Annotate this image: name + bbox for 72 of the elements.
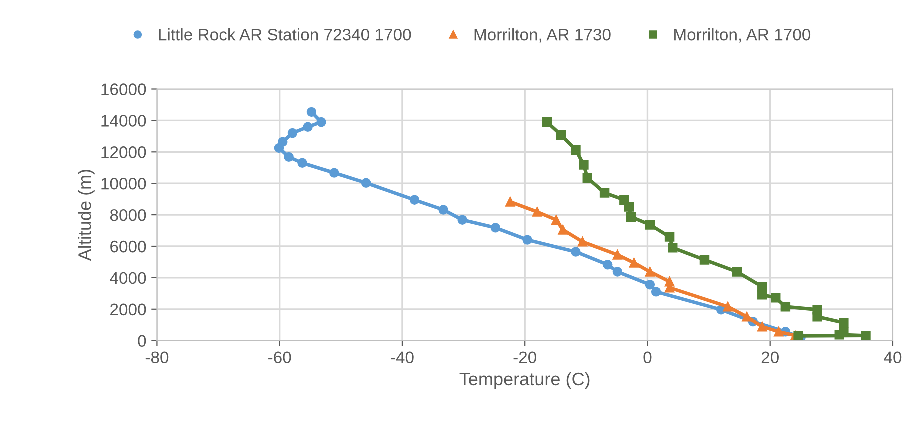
point: [645, 267, 656, 277]
point: [732, 267, 742, 277]
point: [664, 277, 675, 287]
point: [552, 215, 562, 225]
point: [298, 158, 308, 168]
point: [522, 235, 532, 245]
point: [284, 152, 294, 162]
x-tick-label: -20: [514, 352, 536, 364]
y-tick-label: 12000: [102, 146, 146, 158]
point: [532, 207, 542, 217]
x-tick-label: 20: [762, 352, 779, 364]
point: [582, 173, 592, 183]
point: [556, 130, 566, 140]
point: [612, 267, 623, 277]
point: [600, 188, 610, 198]
point: [278, 137, 288, 147]
point: [571, 145, 581, 155]
point: [361, 178, 372, 188]
y-tick-label: 6000: [110, 240, 146, 253]
point: [506, 197, 516, 207]
point: [645, 220, 656, 230]
point: [629, 258, 640, 268]
point: [771, 293, 781, 303]
point: [620, 195, 630, 205]
point: [288, 128, 298, 138]
point: [303, 122, 313, 132]
x-tick-label: -60: [268, 352, 292, 364]
y-tick-label: 10000: [102, 178, 146, 190]
point: [458, 215, 468, 225]
legend-label: Morrilton, AR 1730: [474, 28, 611, 43]
y-tick-label: 4000: [110, 272, 146, 284]
point: [410, 195, 420, 205]
point: [306, 107, 317, 118]
point: [668, 243, 678, 253]
point: [626, 212, 636, 222]
point: [839, 318, 849, 328]
y-tick-label: 2000: [110, 304, 146, 316]
point: [578, 237, 588, 247]
point: [316, 117, 326, 128]
point: [664, 232, 675, 242]
point: [542, 117, 552, 128]
point: [645, 280, 656, 290]
point: [758, 322, 768, 332]
point: [651, 287, 662, 297]
point: [700, 255, 710, 265]
y-axis-title: Altitude (m): [78, 170, 95, 262]
point: [758, 282, 768, 292]
point: [742, 312, 752, 322]
x-axis-title: Temperature (C): [460, 372, 590, 390]
point: [579, 160, 589, 170]
point: [558, 225, 568, 235]
point: [780, 302, 791, 312]
x-tick-label: 40: [884, 352, 902, 364]
y-tick-label: 8000: [110, 209, 146, 222]
legend-label: Little Rock AR Station 72340 1700: [159, 28, 412, 41]
x-tick-label: -80: [146, 352, 169, 364]
point: [812, 305, 822, 315]
point: [438, 205, 448, 215]
point: [861, 330, 871, 341]
x-tick-label: -40: [391, 352, 414, 364]
point: [612, 250, 623, 260]
point: [723, 302, 733, 312]
point: [571, 247, 581, 257]
y-tick-label: 0: [138, 335, 146, 348]
y-tick-label: 14000: [102, 115, 146, 127]
point: [330, 168, 340, 178]
x-tick-label: 0: [644, 352, 652, 364]
point: [603, 260, 613, 270]
point: [490, 223, 501, 233]
legend-label: Morrilton, AR 1700: [674, 28, 811, 43]
y-tick-label: 16000: [102, 84, 146, 96]
point: [774, 327, 784, 337]
